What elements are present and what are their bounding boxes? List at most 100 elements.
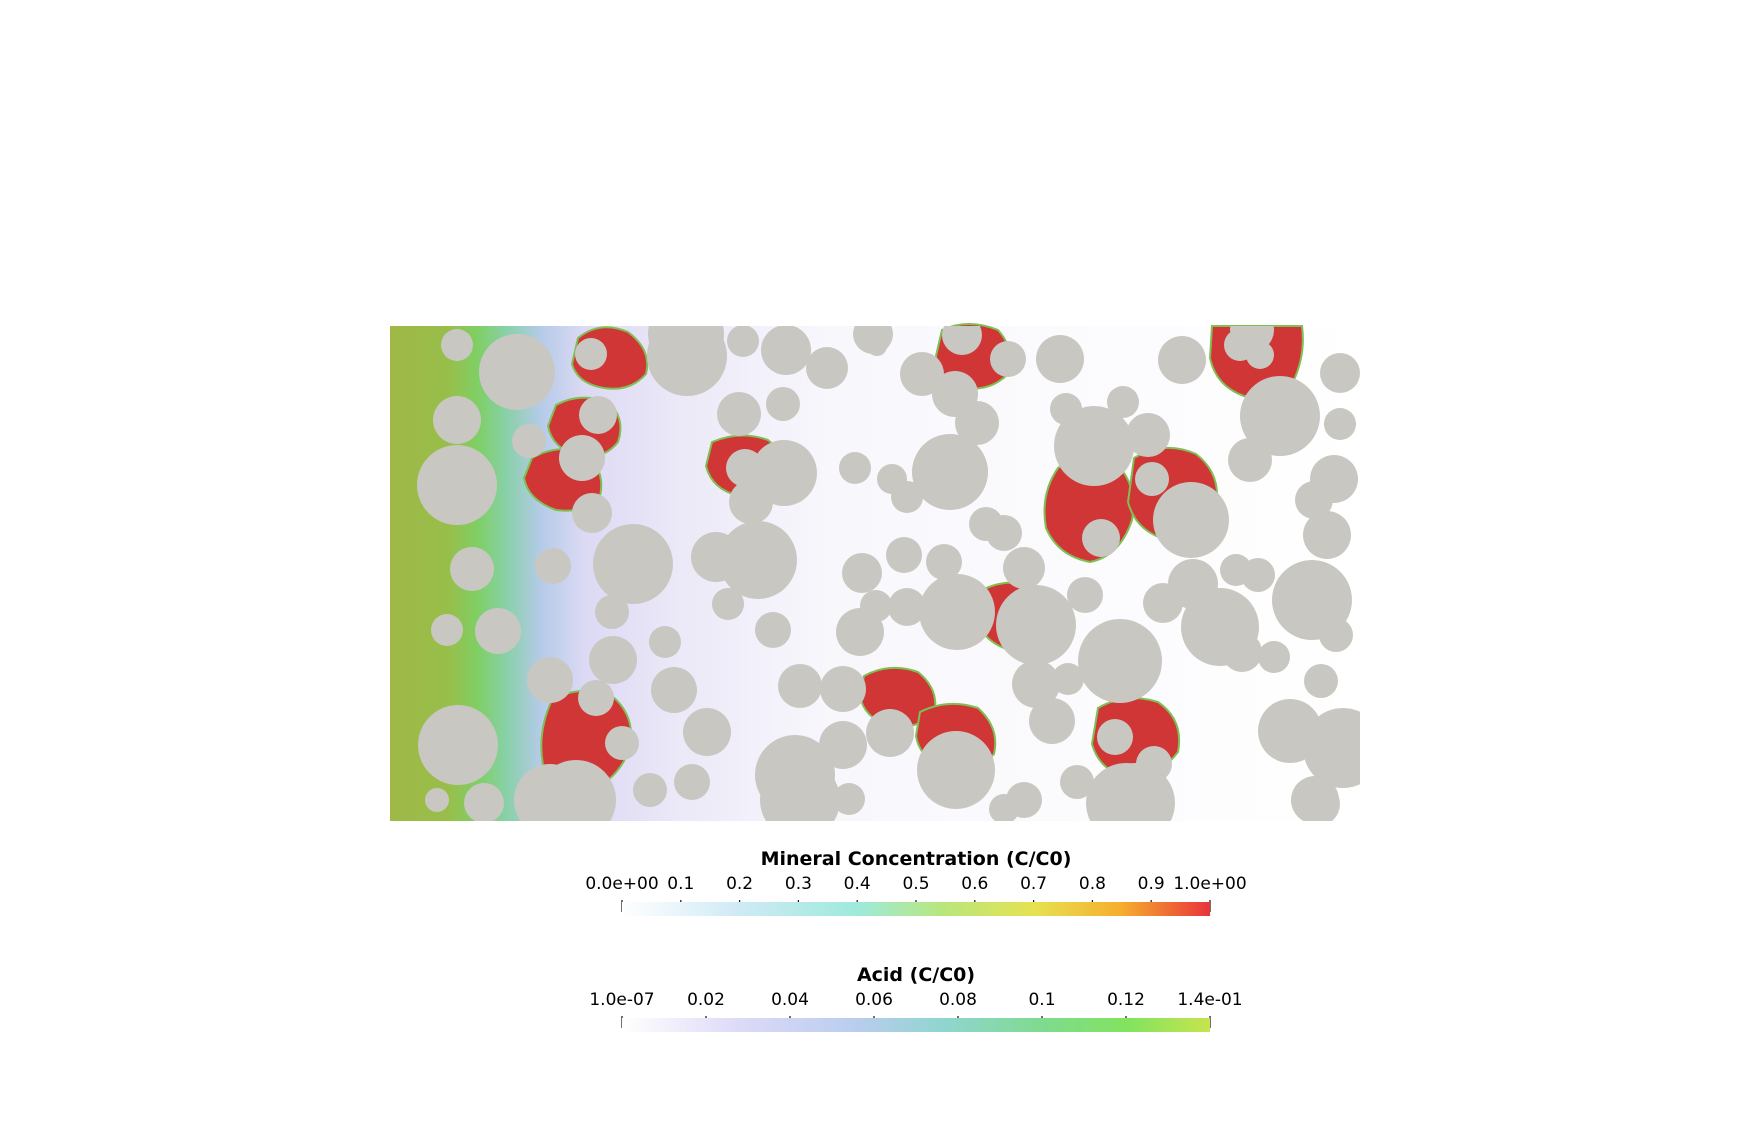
mineral-tick-label: 0.5	[902, 874, 929, 894]
grain	[536, 760, 616, 821]
mineral-tick-label: 1.0e+00	[1173, 874, 1246, 894]
grain	[717, 392, 761, 436]
grain	[1097, 719, 1133, 755]
grain	[820, 666, 866, 712]
grain	[1324, 408, 1356, 440]
grain	[1291, 776, 1339, 821]
grain	[912, 434, 988, 510]
grain	[778, 664, 822, 708]
grain	[595, 595, 629, 629]
grain	[512, 424, 546, 458]
grain	[719, 521, 797, 599]
mineral-colorbar-title: Mineral Concentration (C/C0)	[761, 848, 1072, 870]
grain	[589, 636, 637, 684]
grain	[1240, 376, 1320, 456]
acid-tick-label: 0.08	[939, 990, 977, 1010]
acid-tick-label: 0.02	[687, 990, 725, 1010]
grain	[1006, 782, 1042, 818]
mineral-tick-label: 0.2	[726, 874, 753, 894]
grain	[450, 547, 494, 591]
grain	[425, 788, 449, 812]
grain	[651, 667, 697, 713]
grain	[431, 614, 463, 646]
mineral-colorbar-bar	[622, 902, 1210, 916]
grain	[1054, 406, 1134, 486]
grain	[1003, 547, 1045, 589]
grain	[578, 680, 614, 716]
grain	[1036, 335, 1084, 383]
grain	[836, 608, 884, 656]
mineral-tick-label: 0.3	[785, 874, 812, 894]
grain	[1258, 641, 1290, 673]
acid-tick-label: 0.06	[855, 990, 893, 1010]
grain	[1060, 765, 1094, 799]
grain	[891, 481, 923, 513]
acid-tick-label: 0.04	[771, 990, 809, 1010]
grain	[942, 326, 982, 355]
mineral-tick-label: 0.9	[1138, 874, 1165, 894]
grain	[1067, 577, 1103, 613]
grain	[417, 445, 497, 525]
grain	[1012, 660, 1060, 708]
grain	[1303, 511, 1351, 559]
grain	[475, 608, 521, 654]
grain	[806, 347, 848, 389]
grain	[1086, 763, 1166, 821]
acid-colorbar-bar	[622, 1018, 1210, 1032]
grains	[417, 326, 1360, 821]
grain	[1230, 326, 1274, 352]
grain	[649, 626, 681, 658]
grain	[1135, 462, 1169, 496]
grain	[919, 574, 995, 650]
grain	[1107, 386, 1139, 418]
grain	[1078, 619, 1162, 703]
grain	[1153, 482, 1229, 558]
grain	[1320, 353, 1360, 393]
grain	[1052, 663, 1084, 695]
grain	[683, 708, 731, 756]
porous-domain	[390, 323, 1360, 821]
grain	[674, 764, 710, 800]
grain	[842, 553, 882, 593]
grain	[712, 588, 744, 620]
grain	[559, 435, 605, 481]
mineral-tick-label: 0.0e+00	[585, 874, 658, 894]
acid-tick-label: 1.0e-07	[589, 990, 654, 1010]
grain	[1126, 413, 1170, 457]
acid-tick-label: 0.12	[1107, 990, 1145, 1010]
grain	[819, 721, 867, 769]
grain	[886, 537, 922, 573]
grain	[1228, 438, 1272, 482]
grain	[955, 401, 999, 445]
grain	[1029, 698, 1075, 744]
grain	[479, 334, 555, 410]
grain	[853, 326, 893, 354]
grain	[418, 705, 498, 785]
grain	[727, 326, 759, 357]
grain	[926, 544, 962, 580]
mineral-tick-label: 0.7	[1020, 874, 1047, 894]
grain	[527, 657, 573, 703]
grain	[579, 396, 617, 434]
grain	[761, 326, 811, 375]
grain	[839, 452, 871, 484]
grain	[990, 341, 1026, 377]
grain	[766, 387, 800, 421]
grain	[433, 396, 481, 444]
mineral-colorbar: Mineral Concentration (C/C0) 0.0e+00 0.1 0…	[585, 848, 1247, 916]
grain	[833, 783, 865, 815]
grain	[760, 760, 840, 821]
mineral-tick-label: 0.8	[1079, 874, 1106, 894]
grain	[605, 726, 639, 760]
grain	[441, 329, 473, 361]
grain	[900, 352, 944, 396]
grain	[866, 709, 914, 757]
grain	[633, 773, 667, 807]
grain	[575, 338, 607, 370]
grain	[464, 783, 504, 821]
grain	[1319, 618, 1353, 652]
acid-colorbar-title: Acid (C/C0)	[857, 964, 975, 986]
grain	[1303, 708, 1360, 788]
grain	[1222, 632, 1262, 672]
